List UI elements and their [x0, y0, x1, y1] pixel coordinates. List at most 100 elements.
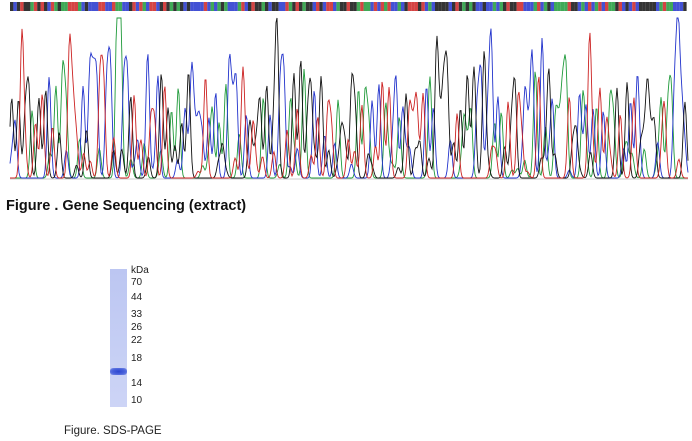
base-call-cell [98, 2, 102, 11]
base-call-cell [302, 2, 306, 11]
base-call-cell [676, 2, 680, 11]
base-call-cell [44, 2, 48, 11]
base-call-cell [40, 2, 44, 11]
base-call-cell [445, 2, 449, 11]
base-call-cell [608, 2, 612, 11]
base-call-cell [122, 2, 126, 11]
trace-c [9, 17, 689, 179]
base-call-cell [10, 2, 14, 11]
base-call-cell [499, 2, 503, 11]
base-call-cell [115, 2, 119, 11]
base-call-cell [363, 2, 367, 11]
base-call-cell [275, 2, 279, 11]
base-call-cell [149, 2, 153, 11]
base-call-cell [322, 2, 327, 11]
base-call-cell [537, 2, 541, 11]
base-call-cell [132, 2, 136, 11]
base-call-cell [571, 2, 575, 11]
base-call-cell [248, 2, 252, 11]
base-call-cell [210, 2, 214, 11]
marker-label-44: 44 [131, 292, 143, 303]
marker-unit-label: kDa [131, 265, 149, 276]
base-call-cell [479, 2, 483, 11]
base-call-cell [482, 2, 486, 11]
base-call-cell [611, 2, 616, 11]
base-call-cell [288, 2, 293, 11]
base-call-cell [679, 2, 684, 11]
base-call-cell [71, 2, 75, 11]
base-call-cell [564, 2, 568, 11]
base-call-cell [237, 2, 242, 11]
base-call-cell [101, 2, 106, 11]
base-call-cell [414, 2, 418, 11]
base-call-cell [404, 2, 408, 11]
base-call-cell [241, 2, 245, 11]
base-call-cell [319, 2, 323, 11]
gel-lane [110, 269, 127, 407]
base-call-cell [186, 2, 191, 11]
base-call-cell [489, 2, 493, 11]
base-call-cell [380, 2, 384, 11]
base-call-cell [339, 2, 344, 11]
base-call-cell [666, 2, 670, 11]
base-call-cell [645, 2, 650, 11]
base-call-cell [326, 2, 330, 11]
trace-a [10, 17, 688, 179]
base-call-cell [139, 2, 143, 11]
base-call-cell [632, 2, 636, 11]
base-call-cell [605, 2, 609, 11]
base-call-cell [550, 2, 554, 11]
base-call-cell [469, 2, 473, 11]
base-call-cell [353, 2, 357, 11]
base-call-cell [438, 2, 442, 11]
base-call-cell [207, 2, 211, 11]
base-call-cell [390, 2, 395, 11]
base-call-cell [91, 2, 95, 11]
base-call-cell [431, 2, 435, 11]
figure-caption-gene-sequencing: Figure . Gene Sequencing (extract) [6, 198, 247, 214]
base-call-cell [581, 2, 585, 11]
base-call-cell [190, 2, 194, 11]
base-call-cell [360, 2, 364, 11]
base-call-cell [271, 2, 276, 11]
base-call-cell [295, 2, 299, 11]
base-call-cell [615, 2, 619, 11]
base-call-cell [169, 2, 174, 11]
base-call-cell [384, 2, 388, 11]
base-call-cell [486, 2, 490, 11]
base-call-cell [662, 2, 667, 11]
base-call-cell [547, 2, 551, 11]
base-call-cell [659, 2, 663, 11]
base-call-cell [628, 2, 633, 11]
base-call-strip [10, 2, 687, 11]
base-call-cell [84, 2, 89, 11]
base-call-cell [411, 2, 415, 11]
base-call-cell [305, 2, 310, 11]
base-call-cell [244, 2, 248, 11]
base-call-cell [214, 2, 218, 11]
base-call-cell [108, 2, 112, 11]
base-call-cell [183, 2, 187, 11]
base-call-cell [13, 2, 17, 11]
base-call-cell [234, 2, 238, 11]
base-call-cell [254, 2, 259, 11]
trace-lines [9, 17, 689, 179]
base-call-cell [397, 2, 401, 11]
base-call-cell [180, 2, 184, 11]
base-call-cell [88, 2, 92, 11]
marker-label-70: 70 [131, 277, 143, 288]
base-call-cell [649, 2, 653, 11]
base-call-cell [387, 2, 391, 11]
base-call-cell [424, 2, 429, 11]
base-call-cell [268, 2, 272, 11]
base-call-cell [455, 2, 459, 11]
base-call-cell [173, 2, 177, 11]
marker-label-14: 14 [131, 378, 143, 389]
base-call-cell [20, 2, 24, 11]
base-call-cell [356, 2, 361, 11]
base-call-cell [656, 2, 660, 11]
base-call-cell [16, 2, 21, 11]
base-call-cell [346, 2, 350, 11]
base-call-cell [435, 2, 439, 11]
base-call-cell [554, 2, 558, 11]
